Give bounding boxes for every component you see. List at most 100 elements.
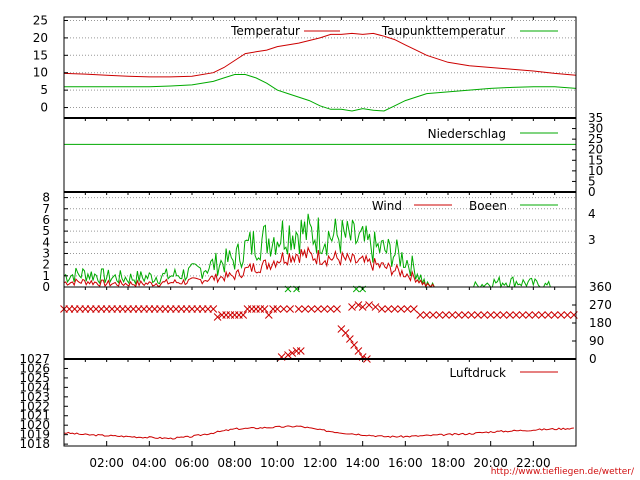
direction-marker (384, 305, 393, 313)
wind-y-tick-label: 6 (42, 213, 50, 227)
direction-marker (499, 311, 508, 319)
direction-marker (209, 305, 218, 313)
legend-dewpoint-label: Taupunkttemperatur (381, 24, 505, 38)
direction-marker (422, 311, 431, 319)
precip-y-tick-label: 5 (588, 174, 596, 188)
direction-y-tick-label: 90 (589, 334, 604, 348)
direction-marker (286, 305, 294, 313)
credit-link[interactable]: http://www.tiefliegen.de/wetter/ (491, 467, 635, 477)
direction-marker (557, 311, 565, 319)
dewpoint-line (64, 74, 577, 112)
pressure-y-tick-label: 1026 (19, 361, 50, 375)
direction-marker (390, 305, 399, 313)
direction-marker (213, 313, 222, 321)
direction-marker (239, 311, 248, 319)
x-tick-label: 18:00 (431, 456, 466, 470)
direction-marker (279, 305, 288, 313)
direction-marker (467, 311, 476, 319)
precip-y-tick-label: 20 (588, 143, 603, 157)
frame-layer (63, 16, 577, 447)
precip-y-tick-label: 0 (588, 185, 596, 199)
direction-marker (320, 305, 329, 313)
direction-marker (284, 351, 292, 359)
direction-marker (474, 311, 482, 319)
precip-y-tick-label: 15 (588, 153, 603, 167)
direction-marker (442, 311, 450, 319)
temperature-line (63, 32, 577, 78)
direction-marker (273, 305, 282, 313)
direction-marker (314, 305, 322, 313)
direction-marker (333, 305, 341, 313)
direction-marker (429, 311, 437, 319)
direction-marker (350, 341, 358, 349)
wind-y-tick-label: 5 (42, 224, 50, 238)
pressure-y-tick-label: 1024 (19, 380, 50, 394)
pressure-y-tick-label: 1027 (19, 352, 50, 366)
pressure-y-tick-label: 1019 (19, 428, 50, 442)
direction-marker (346, 335, 354, 343)
precip-y-tick-label: 30 (588, 122, 603, 136)
precip-y-tick-label: 35 (588, 111, 603, 125)
direction-marker (260, 305, 269, 313)
direction-marker (506, 311, 514, 319)
direction-marker (480, 311, 489, 319)
direction-marker (354, 301, 363, 309)
legend-wind-label: Wind (372, 199, 402, 213)
temp-y-tick-label: 5 (40, 83, 48, 97)
direction-marker (448, 311, 457, 319)
direction-marker (544, 311, 553, 319)
panel-frame-3 (63, 286, 577, 360)
wind-y-tick-label: 4 (42, 235, 50, 249)
direction-marker (493, 311, 501, 319)
direction-marker (296, 347, 305, 355)
direction-marker (341, 329, 350, 337)
data-layer (60, 32, 578, 440)
direction-marker (518, 311, 527, 319)
direction-marker (264, 311, 273, 319)
precip-y-tick-label: 25 (588, 132, 603, 146)
wind-right-label: 4 (588, 207, 596, 221)
x-tick-label: 02:00 (89, 456, 124, 470)
direction-marker (348, 303, 356, 311)
pressure-y-tick-label: 1020 (19, 418, 50, 432)
pressure-y-tick-label: 1022 (19, 399, 50, 413)
x-tick-label: 16:00 (388, 456, 423, 470)
temp-y-tick-label: 15 (33, 48, 48, 62)
direction-marker (461, 311, 469, 319)
legend-precip-label: Niederschlag (428, 127, 506, 141)
x-tick-label: 12:00 (303, 456, 338, 470)
direction-marker (371, 303, 380, 311)
wind-y-tick-label: 8 (42, 191, 50, 205)
x-tick-label: 22:00 (516, 456, 551, 470)
direction-marker (550, 311, 559, 319)
pressure-y-tick-label: 1018 (19, 437, 50, 451)
temp-y-tick-label: 20 (33, 31, 48, 45)
legend-pressure-label: Luftdruck (449, 366, 506, 380)
x-tick-label: 20:00 (473, 456, 508, 470)
direction-marker (454, 311, 463, 319)
direction-marker (307, 305, 316, 313)
text-layer: 02:00 04:00 06:00 08:00 10:00 12:00 14:00 16:00… (19, 13, 611, 470)
direction-marker (403, 305, 412, 313)
direction-y-tick-label: 180 (589, 316, 612, 330)
wind-y-tick-label: 1 (42, 269, 50, 283)
direction-marker (294, 305, 303, 313)
temp-y-tick-label: 10 (33, 66, 48, 80)
pressure-y-tick-label: 1021 (19, 409, 50, 423)
wind-y-tick-label: 7 (42, 202, 50, 216)
direction-marker (531, 311, 540, 319)
wind-y-tick-label: 3 (42, 246, 50, 260)
temp-y-tick-label: 0 (40, 101, 48, 115)
legend-temperature-label: Temperatur (230, 24, 300, 38)
direction-marker (435, 311, 444, 319)
direction-marker (525, 311, 533, 319)
wind-y-tick-label: 0 (42, 280, 50, 294)
x-tick-label: 14:00 (345, 456, 380, 470)
direction-marker (563, 311, 572, 319)
direction-marker (410, 305, 418, 313)
direction-y-tick-label: 270 (589, 298, 612, 312)
direction-marker (288, 349, 297, 357)
direction-marker (358, 303, 367, 311)
temp-y-tick-label: 25 (33, 13, 48, 27)
